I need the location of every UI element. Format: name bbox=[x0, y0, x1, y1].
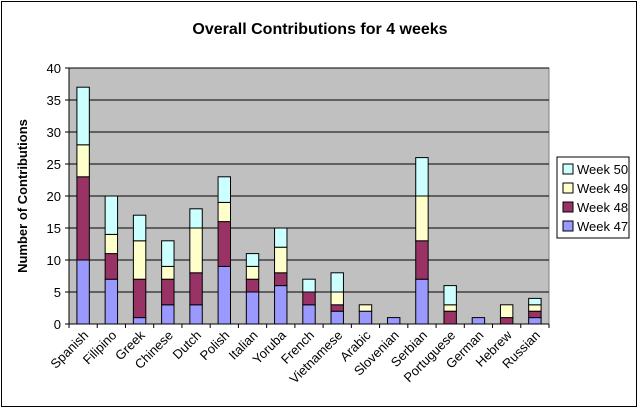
y-tick-label: 15 bbox=[47, 221, 61, 236]
y-tick-label: 25 bbox=[47, 157, 61, 172]
bar-segment bbox=[528, 297, 542, 306]
bar-segment bbox=[132, 278, 147, 319]
bar-segment bbox=[245, 278, 260, 293]
bar-segment bbox=[161, 265, 175, 280]
bar-segment bbox=[161, 240, 175, 267]
bar-segment bbox=[499, 304, 514, 319]
x-tick-label: Dutch bbox=[170, 328, 205, 363]
bar-segment bbox=[274, 246, 288, 274]
bar-segment bbox=[528, 317, 542, 325]
bar-segment bbox=[443, 304, 457, 312]
bar-segment bbox=[104, 195, 119, 235]
y-tick-label: 20 bbox=[47, 189, 61, 204]
bar-segment bbox=[358, 310, 373, 325]
bars bbox=[76, 86, 542, 325]
bar-segment bbox=[443, 310, 457, 325]
bar-segment bbox=[415, 195, 429, 242]
legend-label: Week 47 bbox=[577, 219, 628, 234]
bar-segment bbox=[274, 227, 288, 248]
bar-segment bbox=[245, 265, 260, 280]
bar-segment bbox=[528, 310, 542, 319]
bar-segment bbox=[274, 272, 288, 287]
legend-label: Week 48 bbox=[577, 200, 628, 215]
bar-segment bbox=[386, 317, 401, 325]
bar-segment bbox=[217, 201, 232, 223]
bar-segment bbox=[528, 304, 542, 312]
bar-segment bbox=[302, 304, 316, 325]
bar-segment bbox=[104, 278, 119, 325]
y-tick-label: 10 bbox=[47, 253, 61, 268]
bar-segment bbox=[330, 291, 344, 306]
bar-segment bbox=[415, 157, 429, 197]
legend-label: Week 49 bbox=[577, 181, 628, 196]
bar-segment bbox=[161, 304, 175, 325]
legend-swatch bbox=[562, 220, 574, 232]
chart-title: Overall Contributions for 4 weeks bbox=[192, 21, 447, 38]
bar-segment bbox=[302, 278, 316, 293]
bar-segment bbox=[189, 272, 203, 306]
x-tick-label: Spanish bbox=[47, 328, 91, 372]
bar-segment bbox=[302, 291, 316, 306]
bar-segment bbox=[274, 285, 288, 325]
legend-swatch bbox=[562, 201, 574, 213]
bar-segment bbox=[132, 240, 147, 280]
y-tick-label: 5 bbox=[54, 285, 61, 300]
y-ticks: 0 5 10 15 20 25 30 35 40 bbox=[47, 61, 549, 332]
legend-label: Week 50 bbox=[577, 162, 628, 177]
bar-segment bbox=[358, 304, 373, 312]
bar-segment bbox=[245, 253, 260, 267]
bar-segment bbox=[217, 221, 232, 267]
y-tick-label: 40 bbox=[47, 61, 61, 76]
y-tick-label: 30 bbox=[47, 125, 61, 140]
bar-segment bbox=[217, 176, 232, 203]
bar-segment bbox=[217, 265, 232, 325]
bar-segment bbox=[189, 208, 203, 229]
bar-segment bbox=[132, 317, 147, 325]
y-tick-label: 0 bbox=[54, 317, 61, 332]
bar-segment bbox=[245, 291, 260, 325]
bar-segment bbox=[104, 233, 119, 255]
bar-segment bbox=[76, 259, 90, 325]
grid-lines bbox=[69, 67, 549, 293]
bar-segment bbox=[132, 214, 147, 242]
bar-segment bbox=[415, 240, 429, 280]
x-ticks: SpanishFilipinoGreekChineseDutchPolishIt… bbox=[47, 324, 550, 387]
bar-segment bbox=[471, 317, 486, 325]
legend-swatch bbox=[562, 163, 574, 175]
bar-segment bbox=[104, 253, 119, 280]
legend: Week 50 Week 49 Week 48 Week 47 bbox=[556, 156, 630, 239]
bar-segment bbox=[76, 176, 90, 261]
y-tick-label: 35 bbox=[47, 93, 61, 108]
bar-segment bbox=[189, 227, 203, 274]
bar-segment bbox=[330, 310, 344, 325]
bar-segment bbox=[76, 144, 90, 178]
bar-segment bbox=[443, 285, 457, 306]
x-tick-label: Polish bbox=[197, 328, 233, 364]
bar-segment bbox=[499, 317, 514, 325]
legend-swatch bbox=[562, 182, 574, 194]
bar-segment bbox=[161, 278, 175, 306]
bar-segment bbox=[189, 304, 203, 325]
bar-segment bbox=[76, 86, 90, 146]
bar-segment bbox=[330, 304, 344, 312]
bar-segment bbox=[330, 272, 344, 293]
y-axis-label: Number of Contributions bbox=[15, 119, 30, 273]
bar-segment bbox=[415, 278, 429, 325]
